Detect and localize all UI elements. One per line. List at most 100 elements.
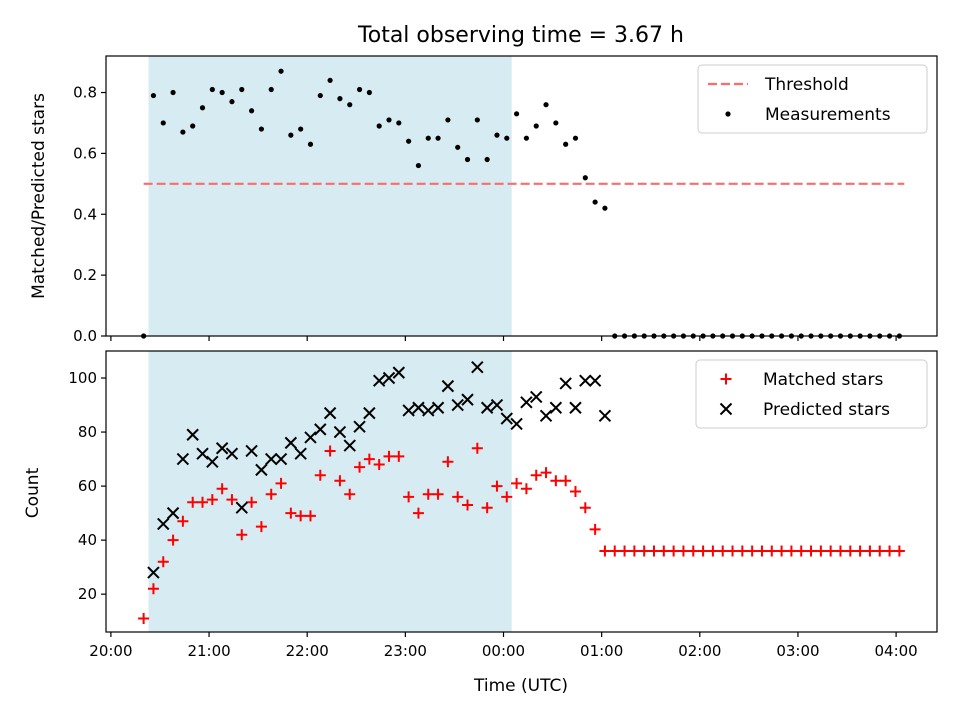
bottom-y-axis-label: Count [23, 467, 43, 518]
predicted-star-point [235, 501, 248, 514]
matched-star-point [442, 456, 454, 468]
predicted-star-point [431, 401, 445, 414]
matched-star-point [393, 450, 405, 462]
matched-star-point [344, 488, 356, 500]
top-y-tick-label: 0.0 [73, 327, 97, 345]
predicted-star-point [255, 463, 268, 477]
measurement-point [553, 120, 559, 126]
matched-star-point [874, 545, 886, 557]
predicted-star-point [500, 412, 513, 425]
matched-star-point [501, 491, 513, 503]
matched-star-point [197, 496, 209, 508]
measurement-point [543, 102, 549, 108]
matched-star-point [373, 458, 385, 470]
measurement-point [386, 117, 392, 123]
matched-star-point [471, 442, 483, 454]
legend-predicted-label: Predicted stars [763, 400, 890, 420]
matched-star-point [147, 583, 159, 595]
measurement-point [347, 102, 353, 108]
matched-star-point [295, 510, 307, 522]
x-tick-label: 04:00 [874, 642, 917, 660]
matched-star-point [236, 529, 248, 541]
top-y-tick-label: 0.4 [73, 205, 97, 223]
matched-star-point [177, 515, 189, 527]
measurement-point [229, 99, 235, 105]
predicted-star-point [392, 366, 406, 379]
x-tick-label: 22:00 [286, 642, 329, 660]
matched-star-point [805, 545, 817, 557]
bottom-y-tick-label: 40 [78, 531, 97, 549]
predicted-star-point [363, 406, 376, 420]
predicted-star-point [176, 452, 190, 466]
ratio-panel: 0.0 0.2 0.4 0.6 0.8 Threshold Measurements [73, 55, 938, 345]
measurement-point [464, 156, 471, 163]
matched-star-point [736, 545, 748, 557]
measurement-point [455, 144, 461, 150]
predicted-star-point [480, 401, 494, 414]
measurement-point [513, 111, 520, 117]
x-tick-label: 00:00 [482, 642, 525, 660]
predicted-star-point [559, 377, 572, 390]
predicted-star-point [343, 439, 356, 452]
bottom-y-tick-label: 100 [68, 369, 97, 387]
legend-threshold-label: Threshold [764, 75, 849, 95]
matched-star-point [462, 499, 474, 511]
measurement-point [523, 135, 530, 141]
measurement-point [415, 162, 422, 169]
measurement-point [504, 135, 510, 141]
measurement-point [209, 86, 215, 93]
matched-star-point [766, 545, 778, 557]
predicted-star-point [520, 396, 533, 409]
predicted-star-point [471, 361, 484, 374]
measurement-point [602, 205, 608, 211]
matched-star-point [668, 545, 680, 557]
legend-predicted-swatch [719, 402, 733, 416]
matched-star-point [550, 475, 562, 487]
predicted-star-point [274, 452, 288, 466]
measurement-point [533, 123, 539, 129]
matched-star-point [216, 483, 228, 495]
measurement-point [288, 132, 294, 138]
measurement-point [563, 141, 569, 147]
bottom-series-0 [138, 442, 905, 624]
measurement-point [376, 123, 382, 129]
bottom-legend-box [695, 359, 928, 429]
measurement-point [474, 117, 480, 123]
matched-star-point [776, 545, 788, 557]
measurement-point [356, 86, 363, 93]
matched-star-point [854, 545, 866, 557]
matched-star-point [599, 545, 611, 557]
measurement-point [484, 156, 490, 163]
predicted-star-point [166, 506, 180, 520]
predicted-star-point [196, 447, 209, 460]
predicted-star-point [412, 401, 425, 414]
measurement-point [248, 108, 255, 114]
matched-star-point [619, 545, 631, 557]
measurement-point [307, 141, 314, 147]
matched-star-point [834, 545, 846, 557]
matched-star-point [579, 502, 591, 514]
matched-star-point [452, 491, 464, 503]
matched-star-point [383, 450, 395, 462]
predicted-star-point [323, 406, 337, 420]
matched-star-point [589, 523, 601, 535]
predicted-star-point [314, 423, 327, 436]
matched-star-point [746, 545, 758, 557]
matched-star-point [187, 496, 199, 508]
matched-star-point [491, 480, 503, 492]
bottom-y-tick-label: 20 [78, 585, 97, 603]
measurement-point [425, 135, 431, 141]
measurement-point [160, 120, 166, 126]
top-shaded-span [148, 56, 512, 336]
matched-star-point [687, 545, 699, 557]
matched-star-point [314, 469, 326, 481]
predicted-star-point [284, 436, 298, 450]
matched-star-point [727, 545, 739, 557]
measurement-point [327, 77, 333, 83]
predicted-star-point [549, 401, 563, 414]
matched-star-point [648, 545, 660, 557]
matched-star-point [609, 545, 621, 557]
top-y-axis-label: Matched/Predicted stars [29, 93, 49, 299]
measurement-point [494, 132, 500, 138]
x-tick-label: 21:00 [187, 642, 230, 660]
